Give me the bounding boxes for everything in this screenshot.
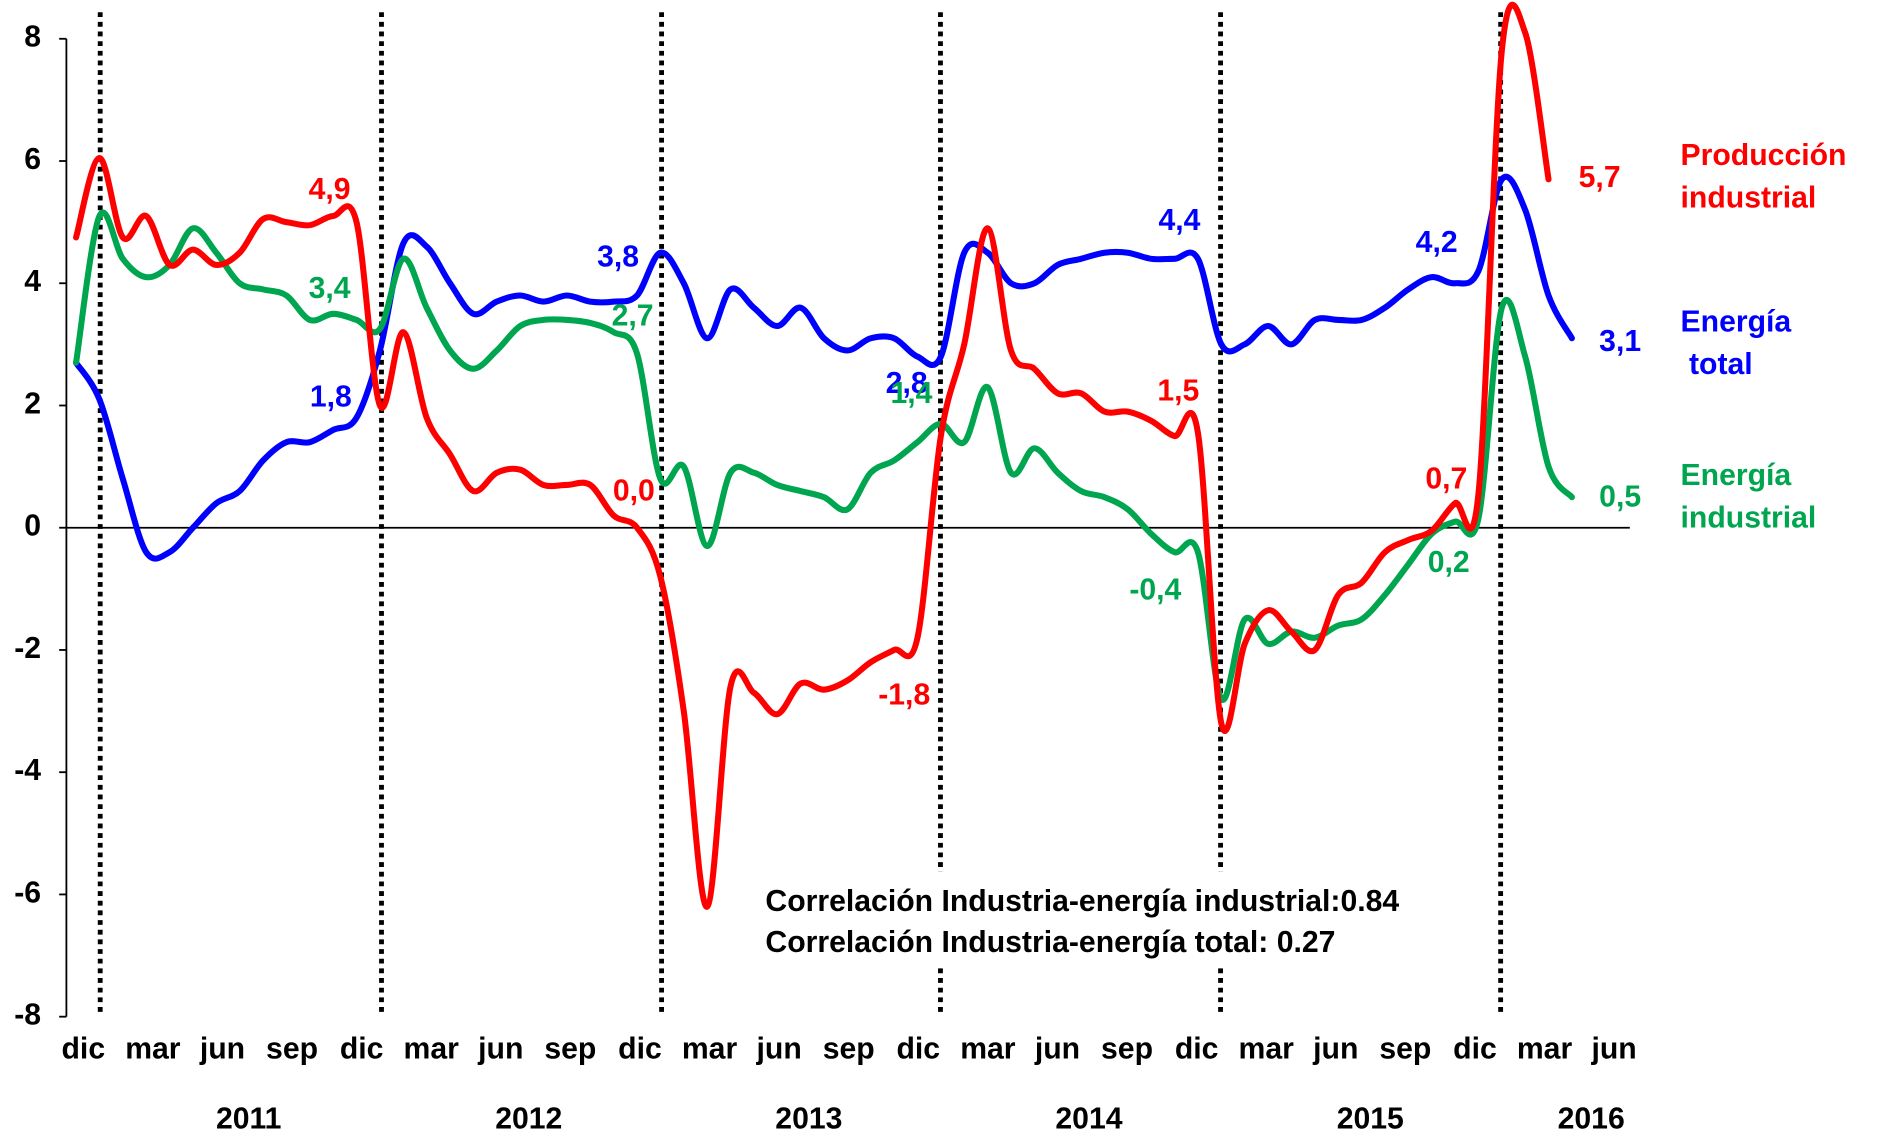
legend-line: total: [1689, 348, 1753, 381]
legend-line: Producción: [1681, 139, 1847, 172]
x-tick-label: jun: [756, 1032, 802, 1065]
y-tick-label: 8: [24, 21, 41, 54]
x-tick-label: mar: [1239, 1032, 1295, 1065]
y-tick-label: -2: [14, 632, 41, 665]
y-tick-label: -4: [14, 754, 41, 787]
x-tick-label: jun: [199, 1032, 245, 1065]
y-tick-label: 0: [24, 510, 41, 543]
x-tick-label: jun: [1312, 1032, 1358, 1065]
year-label: 2011: [216, 1102, 281, 1135]
x-tick-label: dic: [1175, 1032, 1219, 1065]
data-label: 2,8: [886, 367, 928, 400]
legend-line: Energía: [1681, 306, 1792, 339]
data-label: 1,8: [310, 381, 352, 414]
y-tick-label: 4: [24, 265, 41, 298]
legend-label: Energía total: [1681, 306, 1792, 381]
data-label: 3,1: [1599, 325, 1641, 358]
year-label: 2014: [1055, 1102, 1122, 1135]
data-label: 0,0: [613, 475, 655, 508]
x-tick-label: mar: [1517, 1032, 1573, 1065]
legend-line: Energía: [1681, 459, 1792, 492]
year-label: 2015: [1337, 1102, 1404, 1135]
x-tick-label: jun: [1590, 1032, 1636, 1065]
x-tick-label: dic: [340, 1032, 384, 1065]
x-tick-label: jun: [1034, 1032, 1080, 1065]
y-tick-label: -8: [14, 999, 41, 1032]
series-line: [73, 209, 1575, 703]
x-tick-label: sep: [823, 1032, 875, 1065]
y-tick-label: 6: [24, 143, 41, 176]
x-tick-label: sep: [266, 1032, 318, 1065]
x-tick-label: mar: [404, 1032, 460, 1065]
note: Correlación Industria-energía total: 0.2…: [765, 926, 1335, 959]
legend-label: Producción industrial: [1681, 139, 1847, 214]
legend-line: industrial: [1681, 181, 1817, 214]
data-label: 1,5: [1157, 374, 1199, 407]
note-background: [758, 871, 1498, 966]
data-label: 0,5: [1599, 481, 1641, 514]
legend-line: industrial: [1681, 501, 1817, 534]
year-label: 2016: [1558, 1102, 1625, 1135]
legend-label: Energía industrial: [1681, 459, 1817, 534]
data-label: 3,4: [309, 272, 351, 305]
x-tick-label: dic: [896, 1032, 940, 1065]
note: Correlación Industria-energía industrial…: [765, 885, 1399, 918]
series-line: [73, 173, 1575, 562]
data-label: -0,4: [1129, 574, 1181, 607]
x-tick-label: sep: [1379, 1032, 1431, 1065]
x-tick-label: mar: [960, 1032, 1016, 1065]
x-tick-label: dic: [618, 1032, 662, 1065]
x-tick-label: sep: [1101, 1032, 1153, 1065]
data-label: -1,8: [878, 679, 930, 712]
data-label: 4,2: [1416, 226, 1458, 259]
year-label: 2012: [495, 1102, 562, 1135]
data-label: 1,4: [891, 377, 933, 410]
x-tick-label: dic: [62, 1032, 106, 1065]
data-label: 3,8: [597, 240, 639, 273]
data-label: 0,7: [1425, 463, 1467, 496]
data-label: 0,2: [1428, 546, 1470, 579]
x-tick-label: mar: [682, 1032, 738, 1065]
x-tick-label: mar: [125, 1032, 181, 1065]
data-label: 4,9: [309, 173, 351, 206]
x-tick-label: sep: [544, 1032, 596, 1065]
data-label: 5,7: [1579, 161, 1621, 194]
x-tick-label: jun: [477, 1032, 523, 1065]
y-tick-label: -6: [14, 876, 41, 909]
year-label: 2013: [775, 1102, 842, 1135]
data-label: 2,7: [612, 300, 654, 333]
series-line: [73, 1, 1552, 910]
y-tick-label: 2: [24, 387, 41, 420]
data-label: 4,4: [1159, 204, 1201, 237]
x-tick-label: dic: [1453, 1032, 1497, 1065]
